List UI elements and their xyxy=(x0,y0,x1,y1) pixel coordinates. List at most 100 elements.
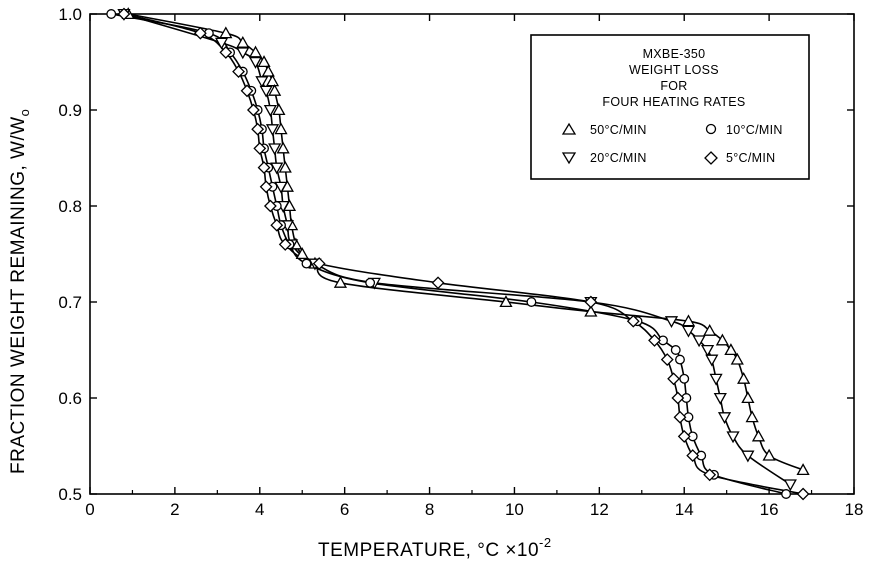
data-point-triangle-up xyxy=(261,64,275,77)
data-point-triangle-down xyxy=(726,431,740,444)
data-point-diamond xyxy=(312,257,326,271)
data-point-triangle-down xyxy=(259,85,273,98)
data-point-diamond xyxy=(219,45,233,59)
legend-triangle-down-icon xyxy=(561,152,577,165)
data-point-triangle-down xyxy=(214,37,229,50)
data-point-diamond xyxy=(253,141,267,155)
data-point-diamond xyxy=(270,218,284,232)
x-tick-label: 8 xyxy=(425,500,434,519)
x-axis-label: TEMPERATURE, °C ×10-2 xyxy=(318,535,552,561)
data-point-diamond xyxy=(660,353,674,367)
data-point-triangle-up xyxy=(730,352,744,365)
legend-circle-icon xyxy=(705,123,717,135)
y-tick-label: 0.5 xyxy=(58,485,82,504)
data-point-triangle-down xyxy=(717,412,732,425)
data-point-diamond xyxy=(703,468,717,482)
legend: MXBE-350 WEIGHT LOSS FOR FOUR HEATING RA… xyxy=(530,34,810,180)
legend-title-line-2: WEIGHT LOSS xyxy=(629,63,719,77)
x-tick-label: 0 xyxy=(85,500,94,519)
data-point-diamond xyxy=(278,237,292,251)
data-point-triangle-down xyxy=(692,335,706,348)
data-point-triangle-up xyxy=(499,295,513,308)
data-point-triangle-up xyxy=(272,103,286,116)
x-tick-label: 2 xyxy=(170,500,179,519)
data-point-triangle-up xyxy=(681,314,696,327)
data-point-triangle-up xyxy=(745,410,759,423)
x-tick-label: 12 xyxy=(590,500,609,519)
data-point-diamond xyxy=(677,429,691,443)
data-point-triangle-down xyxy=(664,316,679,329)
x-tick-label: 10 xyxy=(505,500,524,519)
data-point-circle xyxy=(365,277,376,288)
data-point-circle xyxy=(675,354,685,365)
data-point-triangle-down xyxy=(270,162,284,175)
data-point-diamond xyxy=(263,199,277,213)
data-point-triangle-up xyxy=(584,304,598,317)
x-tick-label: 4 xyxy=(255,500,264,519)
data-point-diamond xyxy=(232,65,245,79)
data-point-diamond xyxy=(796,487,810,501)
legend-label-20: 20°C/MIN xyxy=(590,151,647,165)
data-point-triangle-down xyxy=(709,373,723,386)
data-point-triangle-down xyxy=(255,76,269,89)
legend-title-line-4: FOUR HEATING RATES xyxy=(602,95,745,109)
data-point-diamond xyxy=(667,372,681,386)
data-point-triangle-up xyxy=(248,45,263,58)
series-markers xyxy=(106,7,810,501)
data-point-triangle-down xyxy=(783,479,797,492)
data-point-triangle-up xyxy=(236,35,250,48)
data-point-triangle-up xyxy=(715,333,730,346)
data-point-triangle-up xyxy=(333,275,348,288)
y-tick-label: 0.7 xyxy=(58,293,82,312)
legend-label-10: 10°C/MIN xyxy=(726,123,783,137)
data-point-diamond xyxy=(671,391,685,405)
legend-diamond-icon xyxy=(704,151,718,165)
y-axis-label-subscript: o xyxy=(17,109,32,117)
data-point-triangle-up xyxy=(751,429,766,442)
data-point-triangle-down xyxy=(681,325,696,338)
data-point-triangle-up xyxy=(741,391,755,404)
data-point-triangle-up xyxy=(219,26,233,39)
data-point-triangle-down xyxy=(265,124,280,137)
data-point-triangle-up xyxy=(737,371,751,384)
y-axis-label-main: FRACTION WEIGHT REMAINING, W/W xyxy=(8,116,29,474)
data-point-circle xyxy=(301,258,312,269)
data-point-triangle-down xyxy=(700,344,715,357)
data-point-diamond xyxy=(240,84,254,98)
data-point-triangle-down xyxy=(268,143,282,156)
y-tick-label: 0.8 xyxy=(58,197,82,216)
data-point-diamond xyxy=(626,314,640,328)
data-point-diamond xyxy=(257,161,271,175)
data-point-diamond xyxy=(193,26,207,40)
legend-box xyxy=(530,34,810,180)
data-point-triangle-up xyxy=(796,463,810,476)
x-axis-label-exponent: -2 xyxy=(539,535,552,550)
data-point-triangle-up xyxy=(724,343,738,356)
data-point-triangle-down xyxy=(236,47,250,60)
data-point-diamond xyxy=(246,103,260,117)
y-tick-label: 1.0 xyxy=(58,5,82,24)
data-point-circle xyxy=(526,297,537,307)
data-point-triangle-down xyxy=(705,354,719,367)
y-tick-label: 0.6 xyxy=(58,389,82,408)
legend-label-5: 5°C/MIN xyxy=(726,151,775,165)
data-point-triangle-up xyxy=(276,141,290,154)
x-tick-label: 6 xyxy=(340,500,349,519)
data-point-triangle-up xyxy=(257,55,271,68)
data-point-triangle-up xyxy=(265,74,280,87)
data-point-circle xyxy=(106,9,117,19)
data-point-diamond xyxy=(584,295,598,309)
legend-title-line-3: FOR xyxy=(660,79,687,93)
y-axis-ticks: 0.5 0.6 0.7 0.8 0.9 1.0 xyxy=(58,5,854,504)
data-point-circle xyxy=(670,345,681,355)
data-point-triangle-down xyxy=(274,181,288,194)
data-point-triangle-up xyxy=(278,160,292,173)
data-point-diamond xyxy=(431,276,445,290)
x-axis-label-main: TEMPERATURE, °C ×10 xyxy=(318,540,539,561)
x-axis-ticks: 0 2 4 6 8 10 12 14 16 18 xyxy=(85,14,863,519)
x-tick-label: 16 xyxy=(760,500,779,519)
data-point-triangle-up xyxy=(762,448,776,461)
x-tick-label: 18 xyxy=(845,500,864,519)
y-axis-label: FRACTION WEIGHT REMAINING, W/Wo xyxy=(8,109,32,474)
